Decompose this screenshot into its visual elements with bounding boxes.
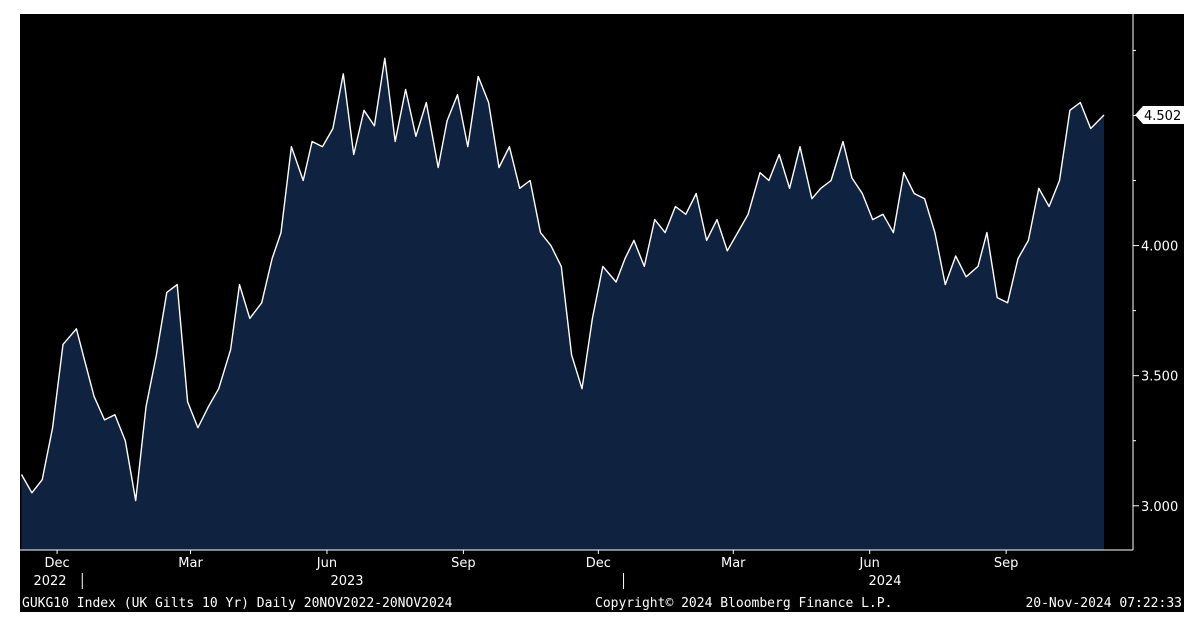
footer-index-description: GUKG10 Index (UK Gilts 10 Yr) Daily 20NO… xyxy=(22,596,453,611)
y-tick-label: 3.500 xyxy=(1141,370,1178,385)
axes xyxy=(20,14,1139,589)
x-month-label: Mar xyxy=(721,556,746,571)
footer-timestamp: 20-Nov-2024 07:22:33 xyxy=(1025,596,1182,611)
x-month-label: Jun xyxy=(859,556,880,571)
x-month-label: Dec xyxy=(44,556,69,571)
plot-area xyxy=(20,57,1105,550)
x-month-label: Sep xyxy=(994,556,1019,571)
chart-panel: 3.000 3.500 4.000 4.502 Dec Mar Jun Sep Dec Mar Ju… xyxy=(20,14,1184,612)
yield-area xyxy=(21,58,1104,550)
x-month-label: Jun xyxy=(316,556,337,571)
footer-copyright: Copyright© 2024 Bloomberg Finance L.P. xyxy=(595,596,892,611)
y-tick-label: 3.000 xyxy=(1141,500,1178,515)
x-year-label: 2024 xyxy=(868,574,901,589)
yield-line xyxy=(20,57,1105,502)
x-month-label: Dec xyxy=(586,556,611,571)
x-year-label: 2023 xyxy=(330,574,363,589)
last-value-label: 4.502 xyxy=(1144,109,1181,124)
x-year-label: 2022 xyxy=(33,574,66,589)
labels: 3.000 3.500 4.000 4.502 Dec Mar Jun Sep Dec Mar Ju… xyxy=(33,105,1184,589)
y-tick-label: 4.000 xyxy=(1141,240,1178,255)
x-month-label: Mar xyxy=(178,556,203,571)
x-month-label: Sep xyxy=(451,556,476,571)
price-chart: 3.000 3.500 4.000 4.502 Dec Mar Jun Sep Dec Mar Ju… xyxy=(20,14,1184,611)
last-value-marker: 4.502 xyxy=(1135,105,1184,124)
last-value-flag xyxy=(1135,105,1184,124)
